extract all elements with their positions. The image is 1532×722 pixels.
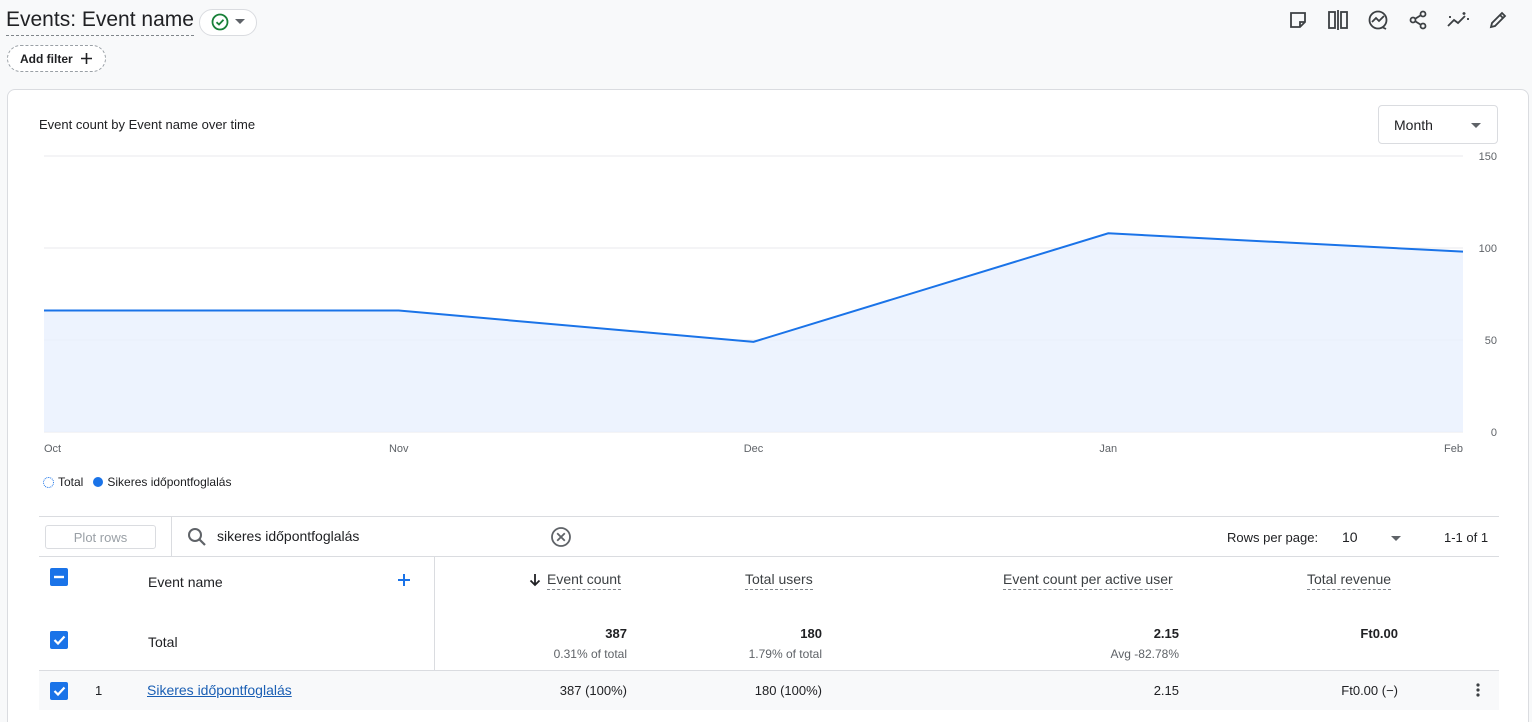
- line-chart: 150 100 50 0 Oct Nov Dec Jan Feb: [43, 151, 1497, 455]
- series-area: [44, 233, 1463, 432]
- search-input[interactable]: [217, 528, 537, 544]
- y-tick-label: 0: [1491, 427, 1497, 439]
- totals-per-user-sub: Avg -82.78%: [1110, 647, 1180, 661]
- check-icon: [53, 635, 65, 646]
- x-tick-label: Dec: [744, 443, 764, 455]
- rows-per-page-select[interactable]: 10: [1342, 529, 1358, 545]
- edit-icon[interactable]: [1486, 8, 1510, 32]
- compare-icon[interactable]: [1326, 8, 1350, 32]
- y-tick-label: 50: [1485, 335, 1497, 347]
- report-status-dropdown[interactable]: [198, 8, 257, 36]
- table-controls: Plot rows Rows per page: 10 1-1 of 1: [39, 516, 1499, 557]
- legend-series-label: Sikeres időpontfoglalás: [107, 475, 232, 489]
- plus-icon: [80, 53, 92, 64]
- select-all-checkbox[interactable]: [50, 568, 68, 586]
- header-event-name[interactable]: Event name: [148, 574, 223, 590]
- x-tick-label: Feb: [1444, 443, 1463, 455]
- y-tick-label: 150: [1479, 151, 1497, 163]
- chart-title: Event count by Event name over time: [39, 117, 256, 132]
- x-tick-label: Oct: [44, 443, 61, 455]
- note-icon[interactable]: [1286, 8, 1310, 32]
- legend-total-marker: [43, 476, 54, 488]
- row-event-name-link[interactable]: Sikeres időpontfoglalás: [147, 682, 292, 698]
- add-filter-button[interactable]: Add filter: [7, 45, 106, 72]
- row-total-users: 180 (100%): [754, 683, 822, 698]
- totals-event-count-sub: 0.31% of total: [553, 647, 627, 661]
- caret-down-icon[interactable]: [1391, 536, 1401, 541]
- report-header: Events: Event name: [6, 8, 257, 36]
- row-per-user: 2.15: [1153, 683, 1179, 698]
- chart-legend: Total Sikeres időpontfoglalás: [43, 475, 231, 489]
- column-divider: [434, 557, 435, 710]
- check-icon: [53, 686, 65, 697]
- header-event-count[interactable]: Event count: [547, 571, 621, 590]
- row-checkbox[interactable]: [50, 682, 68, 700]
- row-index: 1: [95, 683, 103, 698]
- totals-users: 180: [800, 626, 822, 641]
- insights-icon[interactable]: [1366, 8, 1390, 32]
- anomaly-icon[interactable]: [1446, 8, 1470, 32]
- totals-revenue: Ft0.00: [1360, 626, 1398, 641]
- header-event-count-per-user[interactable]: Event count per active user: [1003, 571, 1173, 590]
- legend-item-series[interactable]: Sikeres időpontfoglalás: [93, 475, 231, 489]
- more-vert-icon[interactable]: [1475, 682, 1481, 698]
- x-tick-label: Jan: [1099, 443, 1117, 455]
- pagination-text: 1-1 of 1: [1444, 530, 1489, 545]
- row-event-count: 387 (100%): [559, 683, 627, 698]
- sort-arrow-down-icon[interactable]: [529, 573, 541, 587]
- totals-users-sub: 1.79% of total: [748, 647, 822, 661]
- legend-item-total[interactable]: Total: [43, 475, 83, 489]
- caret-down-icon: [234, 19, 245, 24]
- header-total-revenue[interactable]: Total revenue: [1307, 571, 1392, 590]
- check-circle-icon: [211, 13, 229, 31]
- table-header: Event name Event count Total users Event…: [39, 557, 1499, 670]
- report-card: Event count by Event name over time Mont…: [7, 89, 1529, 722]
- minus-icon: [54, 575, 64, 579]
- add-filter-label: Add filter: [20, 51, 73, 66]
- table-row[interactable]: 1 Sikeres időpontfoglalás 387 (100%) 180…: [39, 670, 1499, 710]
- header-total-users[interactable]: Total users: [745, 571, 813, 590]
- rows-per-page-label: Rows per page:: [1227, 530, 1319, 545]
- totals-checkbox[interactable]: [50, 631, 68, 649]
- legend-total-label: Total: [58, 475, 84, 489]
- plot-rows-button[interactable]: Plot rows: [45, 525, 156, 549]
- totals-label: Total: [148, 634, 178, 650]
- search-divider: [171, 517, 172, 557]
- totals-per-user: 2.15: [1153, 626, 1179, 641]
- period-select-value: Month: [1394, 116, 1433, 133]
- y-tick-label: 100: [1479, 243, 1497, 255]
- row-revenue: Ft0.00 (−): [1341, 683, 1398, 698]
- report-toolbar: [1286, 8, 1510, 32]
- clear-search-icon[interactable]: [550, 526, 572, 548]
- x-tick-label: Nov: [389, 443, 409, 455]
- search-icon: [188, 528, 206, 546]
- add-dimension-icon[interactable]: [397, 573, 411, 587]
- period-select[interactable]: Month: [1378, 105, 1498, 144]
- share-icon[interactable]: [1406, 8, 1430, 32]
- totals-event-count: 387: [605, 626, 627, 641]
- report-title[interactable]: Events: Event name: [6, 8, 194, 36]
- caret-down-icon: [1471, 123, 1481, 128]
- legend-series-marker: [93, 477, 104, 487]
